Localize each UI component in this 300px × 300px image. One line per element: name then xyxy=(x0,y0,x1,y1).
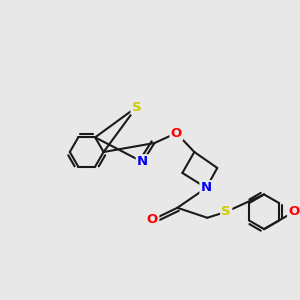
Text: O: O xyxy=(171,127,182,140)
Text: N: N xyxy=(201,182,212,194)
Text: S: S xyxy=(221,205,231,218)
Text: N: N xyxy=(137,155,148,169)
Text: O: O xyxy=(147,213,158,226)
Text: O: O xyxy=(288,205,300,218)
Text: S: S xyxy=(132,100,141,114)
